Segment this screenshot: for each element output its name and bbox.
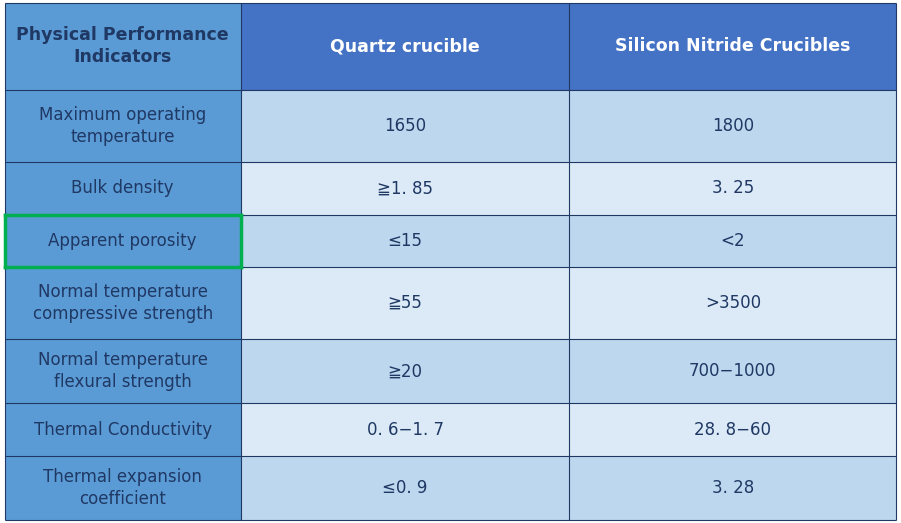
FancyBboxPatch shape	[241, 403, 569, 456]
FancyBboxPatch shape	[569, 162, 896, 214]
Text: Normal temperature
flexural strength: Normal temperature flexural strength	[38, 351, 208, 391]
Text: Physical Performance
Indicators: Physical Performance Indicators	[16, 26, 229, 66]
Text: 700−1000: 700−1000	[689, 362, 777, 380]
Text: Apparent porosity: Apparent porosity	[49, 232, 197, 250]
FancyBboxPatch shape	[241, 267, 569, 339]
FancyBboxPatch shape	[241, 90, 569, 162]
FancyBboxPatch shape	[241, 339, 569, 403]
Text: Normal temperature
compressive strength: Normal temperature compressive strength	[32, 283, 213, 323]
Text: Bulk density: Bulk density	[71, 179, 174, 197]
Text: ≧55: ≧55	[387, 294, 423, 312]
FancyBboxPatch shape	[569, 403, 896, 456]
Text: <2: <2	[721, 232, 745, 250]
Text: 28. 8−60: 28. 8−60	[695, 420, 771, 439]
FancyBboxPatch shape	[569, 456, 896, 520]
Text: >3500: >3500	[705, 294, 760, 312]
FancyBboxPatch shape	[241, 456, 569, 520]
FancyBboxPatch shape	[5, 456, 241, 520]
FancyBboxPatch shape	[241, 214, 569, 267]
FancyBboxPatch shape	[5, 90, 241, 162]
Text: ≤0. 9: ≤0. 9	[382, 479, 428, 497]
FancyBboxPatch shape	[569, 339, 896, 403]
Text: 1800: 1800	[712, 117, 754, 135]
Text: Maximum operating
temperature: Maximum operating temperature	[39, 106, 206, 146]
FancyBboxPatch shape	[5, 267, 241, 339]
Text: 1650: 1650	[384, 117, 426, 135]
FancyBboxPatch shape	[5, 3, 241, 90]
Text: Thermal Conductivity: Thermal Conductivity	[33, 420, 212, 439]
FancyBboxPatch shape	[569, 267, 896, 339]
Text: 3. 25: 3. 25	[712, 179, 754, 197]
FancyBboxPatch shape	[5, 162, 241, 214]
Text: Silicon Nitride Crucibles: Silicon Nitride Crucibles	[615, 37, 851, 55]
FancyBboxPatch shape	[569, 90, 896, 162]
Text: ≧20: ≧20	[387, 362, 423, 380]
Text: 3. 28: 3. 28	[712, 479, 754, 497]
FancyBboxPatch shape	[5, 339, 241, 403]
FancyBboxPatch shape	[5, 403, 241, 456]
FancyBboxPatch shape	[569, 3, 896, 90]
FancyBboxPatch shape	[241, 162, 569, 214]
Text: Thermal expansion
coefficient: Thermal expansion coefficient	[43, 468, 202, 508]
Text: ≧1. 85: ≧1. 85	[377, 179, 433, 197]
FancyBboxPatch shape	[5, 214, 241, 267]
FancyBboxPatch shape	[241, 3, 569, 90]
Text: 0. 6−1. 7: 0. 6−1. 7	[367, 420, 443, 439]
Text: Quartz crucible: Quartz crucible	[330, 37, 480, 55]
FancyBboxPatch shape	[569, 214, 896, 267]
Text: ≤15: ≤15	[387, 232, 423, 250]
